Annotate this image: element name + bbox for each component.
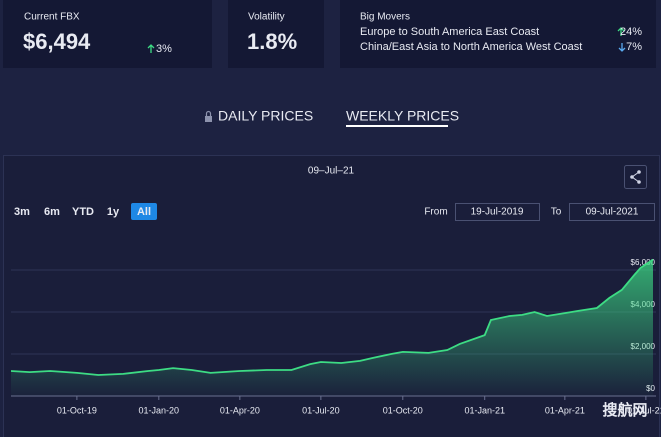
card-label: Current FBX — [24, 12, 80, 23]
card — [228, 0, 324, 68]
y-tick-label: $6,000 — [631, 258, 656, 267]
tab[interactable]: DAILY PRICES — [218, 108, 313, 124]
range-button[interactable]: 6m — [44, 206, 60, 218]
share-button[interactable] — [624, 165, 647, 189]
x-tick-label: 01-Oct-19 — [57, 405, 97, 415]
card-change: 3% — [156, 43, 172, 55]
x-tick-label: 01-Apr-20 — [220, 405, 260, 415]
plot: $0$2,000$4,000$6,00001-Oct-1901-Jan-2001… — [10, 258, 661, 415]
card — [340, 0, 656, 68]
route-change: 7% — [626, 41, 642, 53]
x-tick-label: 01-Jan-20 — [139, 405, 180, 415]
card-value: 1.8% — [247, 29, 297, 54]
lock-icon — [205, 110, 212, 122]
tab-underline — [346, 125, 448, 127]
range-button[interactable]: All — [137, 206, 151, 218]
card — [3, 0, 212, 68]
tab-active[interactable]: WEEKLY PRICES — [346, 108, 459, 124]
price-line — [10, 258, 654, 376]
watermark: 搜航网 — [602, 401, 647, 419]
range-highlight — [131, 203, 157, 220]
down-arrow — [618, 43, 626, 52]
date-input[interactable] — [455, 203, 540, 221]
selected-date: 09–Jul–21 — [308, 166, 355, 177]
to-label: To — [551, 207, 562, 218]
card-label: Big Movers — [360, 12, 410, 23]
route-change: 24% — [620, 26, 642, 38]
to-date[interactable]: 09-Jul-2021 — [586, 207, 639, 218]
x-tick-label: 01-Oct-20 — [383, 405, 423, 415]
range-button[interactable]: 3m — [14, 206, 30, 218]
up-arrow — [147, 44, 155, 53]
card-value: $6,494 — [23, 29, 91, 54]
from-label: From — [424, 207, 447, 218]
card-label: Volatility — [248, 12, 285, 23]
route: China/East Asia to North America West Co… — [360, 41, 582, 53]
up-arrow — [617, 27, 625, 36]
x-tick-label: 01-Jul-20 — [302, 405, 340, 415]
x-tick-label: 01-Jul-21 — [627, 405, 661, 415]
x-tick-label: 01-Jan-21 — [464, 405, 505, 415]
from-date[interactable]: 19-Jul-2019 — [471, 207, 524, 218]
x-tick-label: 01-Apr-21 — [545, 405, 585, 415]
route: Europe to South America East Coast — [360, 26, 539, 38]
range-button[interactable]: 1y — [107, 206, 120, 218]
range-button[interactable]: YTD — [72, 206, 94, 218]
date-input[interactable] — [569, 203, 655, 221]
area-fill — [11, 259, 653, 396]
